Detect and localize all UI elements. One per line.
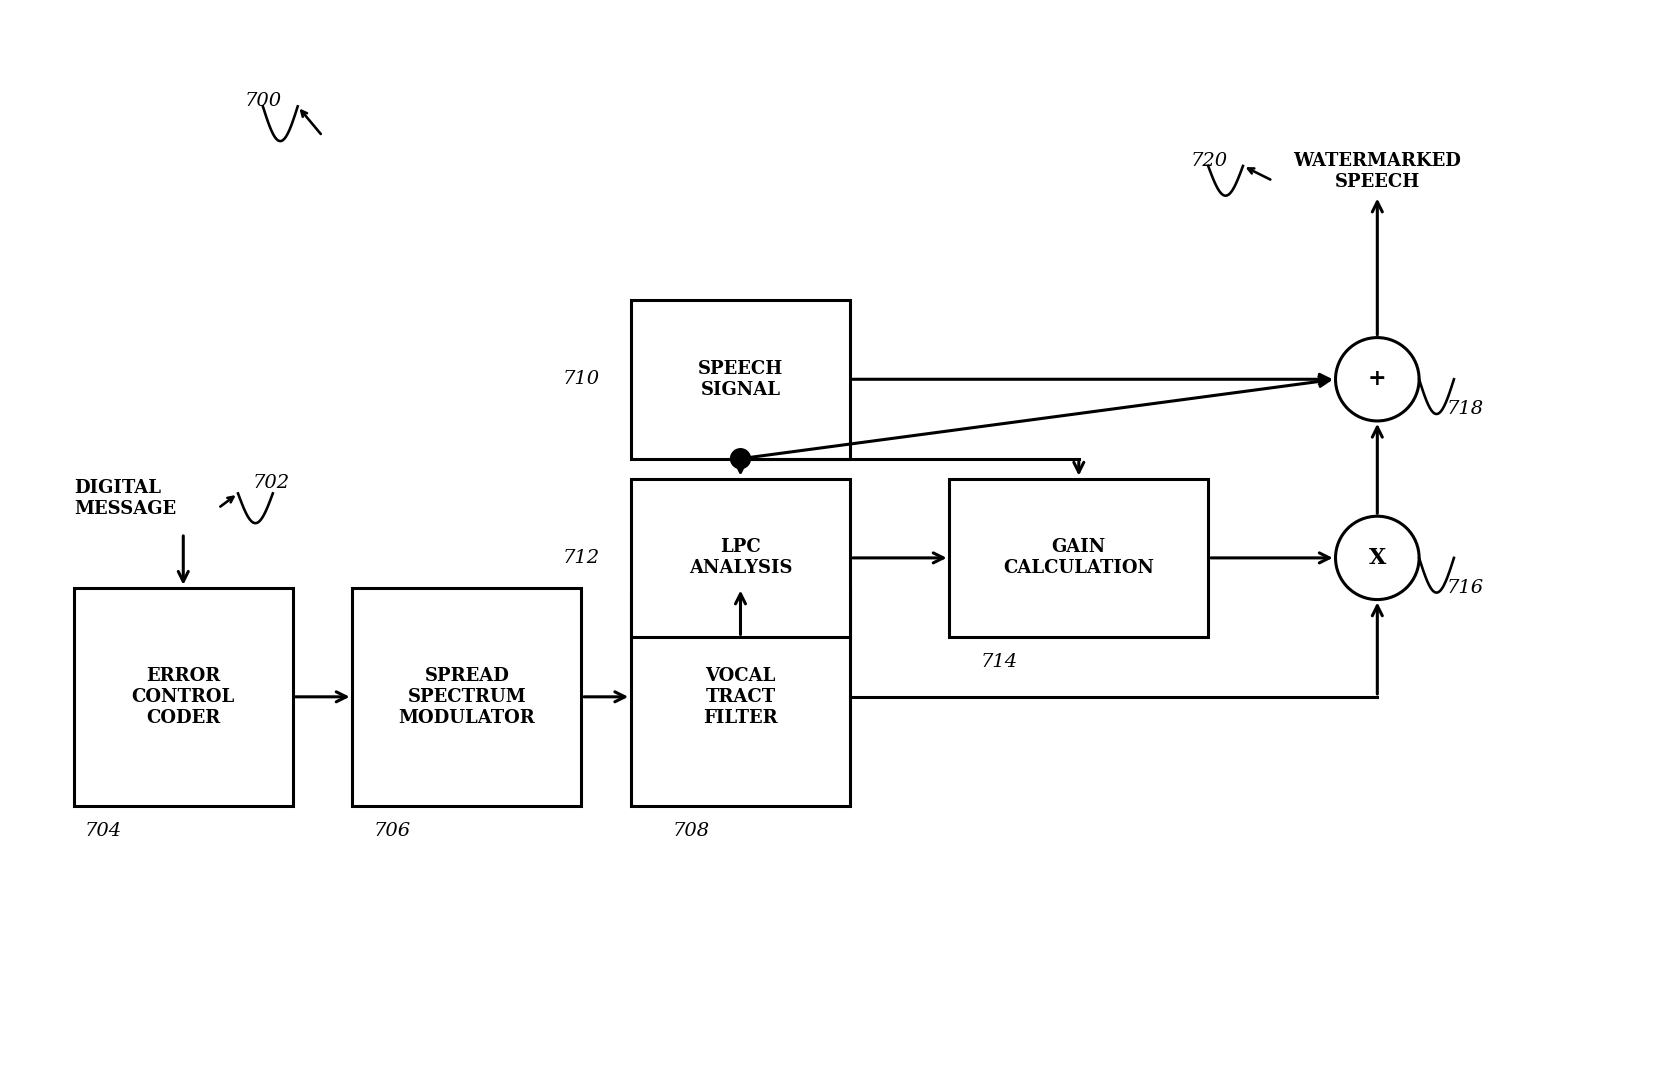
Text: VOCAL
TRACT
FILTER: VOCAL TRACT FILTER [704, 667, 777, 727]
Text: WATERMARKED
SPEECH: WATERMARKED SPEECH [1293, 152, 1461, 190]
Bar [74, 588, 292, 806]
Circle shape [1335, 337, 1419, 421]
Text: 702: 702 [254, 474, 290, 493]
Text: LPC
ANALYSIS: LPC ANALYSIS [688, 539, 792, 578]
Text: +: + [1368, 368, 1387, 391]
Text: X: X [1368, 547, 1385, 569]
Text: 716: 716 [1447, 579, 1484, 596]
Bar [631, 588, 850, 806]
Circle shape [1335, 516, 1419, 599]
Bar [353, 588, 581, 806]
Text: 712: 712 [562, 548, 599, 567]
Circle shape [730, 448, 751, 469]
Text: SPREAD
SPECTRUM
MODULATOR: SPREAD SPECTRUM MODULATOR [398, 667, 536, 727]
Text: ERROR
CONTROL
CODER: ERROR CONTROL CODER [131, 667, 235, 727]
Text: 718: 718 [1447, 400, 1484, 418]
Bar [631, 479, 850, 638]
Bar [949, 479, 1209, 638]
Text: 710: 710 [562, 370, 599, 388]
Text: 720: 720 [1190, 152, 1227, 170]
Text: 714: 714 [981, 653, 1017, 671]
Text: 708: 708 [672, 821, 709, 840]
Text: 704: 704 [86, 821, 123, 840]
Text: GAIN
CALCULATION: GAIN CALCULATION [1004, 539, 1153, 578]
Text: SPEECH
SIGNAL: SPEECH SIGNAL [698, 360, 782, 398]
Text: DIGITAL
MESSAGE: DIGITAL MESSAGE [74, 479, 176, 518]
Bar [631, 300, 850, 459]
Text: 706: 706 [374, 821, 411, 840]
Text: 700: 700 [245, 92, 282, 110]
